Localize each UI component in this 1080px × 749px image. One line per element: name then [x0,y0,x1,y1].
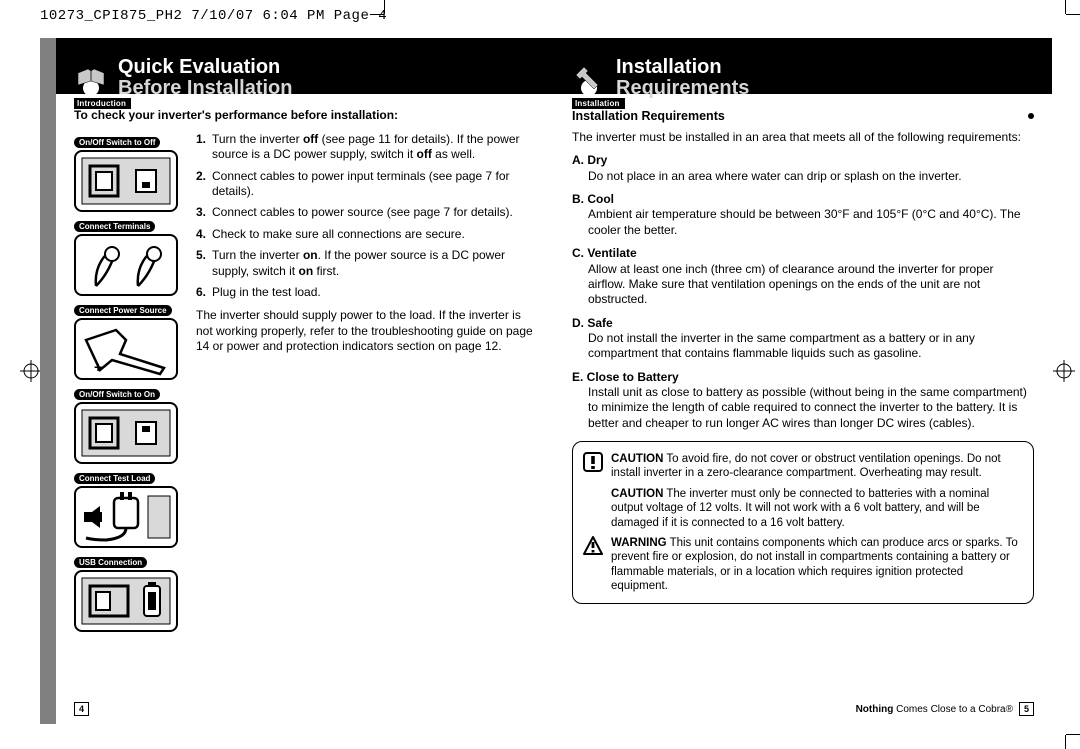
figure-illustration [74,150,178,212]
step-text: Plug in the test load. [212,285,536,300]
page-title: Installation [616,57,749,78]
requirement-item: A. DryDo not place in an area where wate… [572,153,1034,184]
figures-column: On/Off Switch to Off Connect Terminals Con… [74,132,182,632]
callout-text: CAUTION The inverter must only be connec… [611,487,1023,530]
steps-list: 1.Turn the inverter off (see page 11 for… [196,132,536,300]
requirement-label: D. Safe [572,316,1034,331]
step-item: 1.Turn the inverter off (see page 11 for… [196,132,536,163]
requirement-desc: Install unit as close to battery as poss… [572,385,1034,431]
figure-block: On/Off Switch to Off [74,132,182,212]
step-item: 5.Turn the inverter on. If the power sou… [196,248,536,279]
warning-icon [583,536,603,556]
header-titles: Quick Evaluation Before Installation [118,57,292,99]
step-text: Turn the inverter off (see page 11 for d… [212,132,536,163]
page-spread: Introduction Quick Evaluation Before Ins… [56,38,1052,724]
header-content: Installation Installation Requirements [572,41,1034,101]
page-subtitle: Before Installation [118,78,292,99]
figure-caption: Connect Test Load [74,473,155,484]
callout-box: CAUTION To avoid fire, do not cover or o… [572,441,1034,604]
svg-text:+: + [94,359,102,375]
step-item: 6.Plug in the test load. [196,285,536,300]
tagline: Nothing Comes Close to a Cobra® [856,704,1013,715]
page-number: 4 [74,702,89,716]
step-item: 3.Connect cables to power source (see pa… [196,205,536,220]
header-content: Introduction Quick Evaluation Before Ins… [74,41,536,101]
requirement-label: A. Dry [572,153,1034,168]
step-number: 2. [196,169,212,200]
figure-caption: On/Off Switch to Off [74,137,160,148]
requirement-item: E. Close to BatteryInstall unit as close… [572,370,1034,431]
crop-mark [1050,0,1080,30]
step-text: Connect cables to power input terminals … [212,169,536,200]
requirement-label: C. Ventilate [572,246,1034,261]
figure-block: Connect Power Source + [74,300,182,380]
step-number: 4. [196,227,212,242]
print-proof-header: 10273_CPI875_PH2 7/10/07 6:04 PM Page 4 [40,8,387,24]
figure-caption: On/Off Switch to On [74,389,160,400]
wrench-icon [572,63,606,97]
figure-block: Connect Test Load [74,468,182,548]
figure-block: USB Connection [74,552,182,632]
page-number: 5 [1019,702,1034,716]
intro-text: The inverter must be installed in an are… [572,130,1034,145]
callout-text: WARNING This unit contains components wh… [611,536,1023,594]
step-text: Connect cables to power source (see page… [212,205,536,220]
section-heading: Installation Requirements [572,108,1028,124]
page-title: Quick Evaluation [118,57,292,78]
callout-row: CAUTION To avoid fire, do not cover or o… [583,452,1023,481]
footer-left: 4 [74,702,89,716]
requirement-item: D. SafeDo not install the inverter in th… [572,316,1034,362]
intro-text: To check your inverter's performance bef… [74,108,536,122]
step-item: 4.Check to make sure all connections are… [196,227,536,242]
step-text: Turn the inverter on. If the power sourc… [212,248,536,279]
step-number: 5. [196,248,212,279]
step-text: Check to make sure all connections are s… [212,227,536,242]
requirement-desc: Do not place in an area where water can … [572,169,1034,184]
page-left: Introduction Quick Evaluation Before Ins… [56,38,554,724]
requirement-label: B. Cool [572,192,1034,207]
requirement-item: C. VentilateAllow at least one inch (thr… [572,246,1034,307]
figure-block: Connect Terminals [74,216,182,296]
bullet-icon [1028,113,1034,119]
callout-row: WARNING This unit contains components wh… [583,536,1023,594]
figure-caption: Connect Power Source [74,305,172,316]
body-area: To check your inverter's performance bef… [74,108,536,706]
header-titles: Installation Requirements [616,57,749,99]
book-icon [74,63,108,97]
step-number: 6. [196,285,212,300]
step-number: 3. [196,205,212,220]
requirement-desc: Allow at least one inch (three cm) of cl… [572,262,1034,308]
trailing-paragraph: The inverter should supply power to the … [196,308,536,354]
figure-illustration [74,234,178,296]
requirement-desc: Do not install the inverter in the same … [572,331,1034,362]
crop-mark [1050,719,1080,749]
registration-mark [1053,360,1075,382]
callout-row: CAUTION The inverter must only be connec… [583,487,1023,530]
requirement-item: B. CoolAmbient air temperature should be… [572,192,1034,238]
page-subtitle: Requirements [616,78,749,99]
figure-illustration [74,570,178,632]
crop-mark [370,0,400,30]
figure-caption: Connect Terminals [74,221,155,232]
steps-column: 1.Turn the inverter off (see page 11 for… [196,132,536,632]
requirement-desc: Ambient air temperature should be betwee… [572,207,1034,238]
figure-illustration: + [74,318,178,380]
figure-block: On/Off Switch to On [74,384,182,464]
figure-illustration [74,402,178,464]
step-number: 1. [196,132,212,163]
step-item: 2.Connect cables to power input terminal… [196,169,536,200]
figure-caption: USB Connection [74,557,147,568]
requirements-list: A. DryDo not place in an area where wate… [572,153,1034,431]
binding-gutter [40,38,56,724]
registration-mark [20,360,42,382]
spacer-icon [583,487,603,507]
callout-text: CAUTION To avoid fire, do not cover or o… [611,452,1023,481]
requirement-label: E. Close to Battery [572,370,1034,385]
figure-illustration [74,486,178,548]
page-right: Installation Installation Requirements I… [554,38,1052,724]
caution-icon [583,452,603,472]
body-area: Installation Requirements The inverter m… [572,108,1034,706]
footer-right: Nothing Comes Close to a Cobra® 5 [856,702,1034,716]
